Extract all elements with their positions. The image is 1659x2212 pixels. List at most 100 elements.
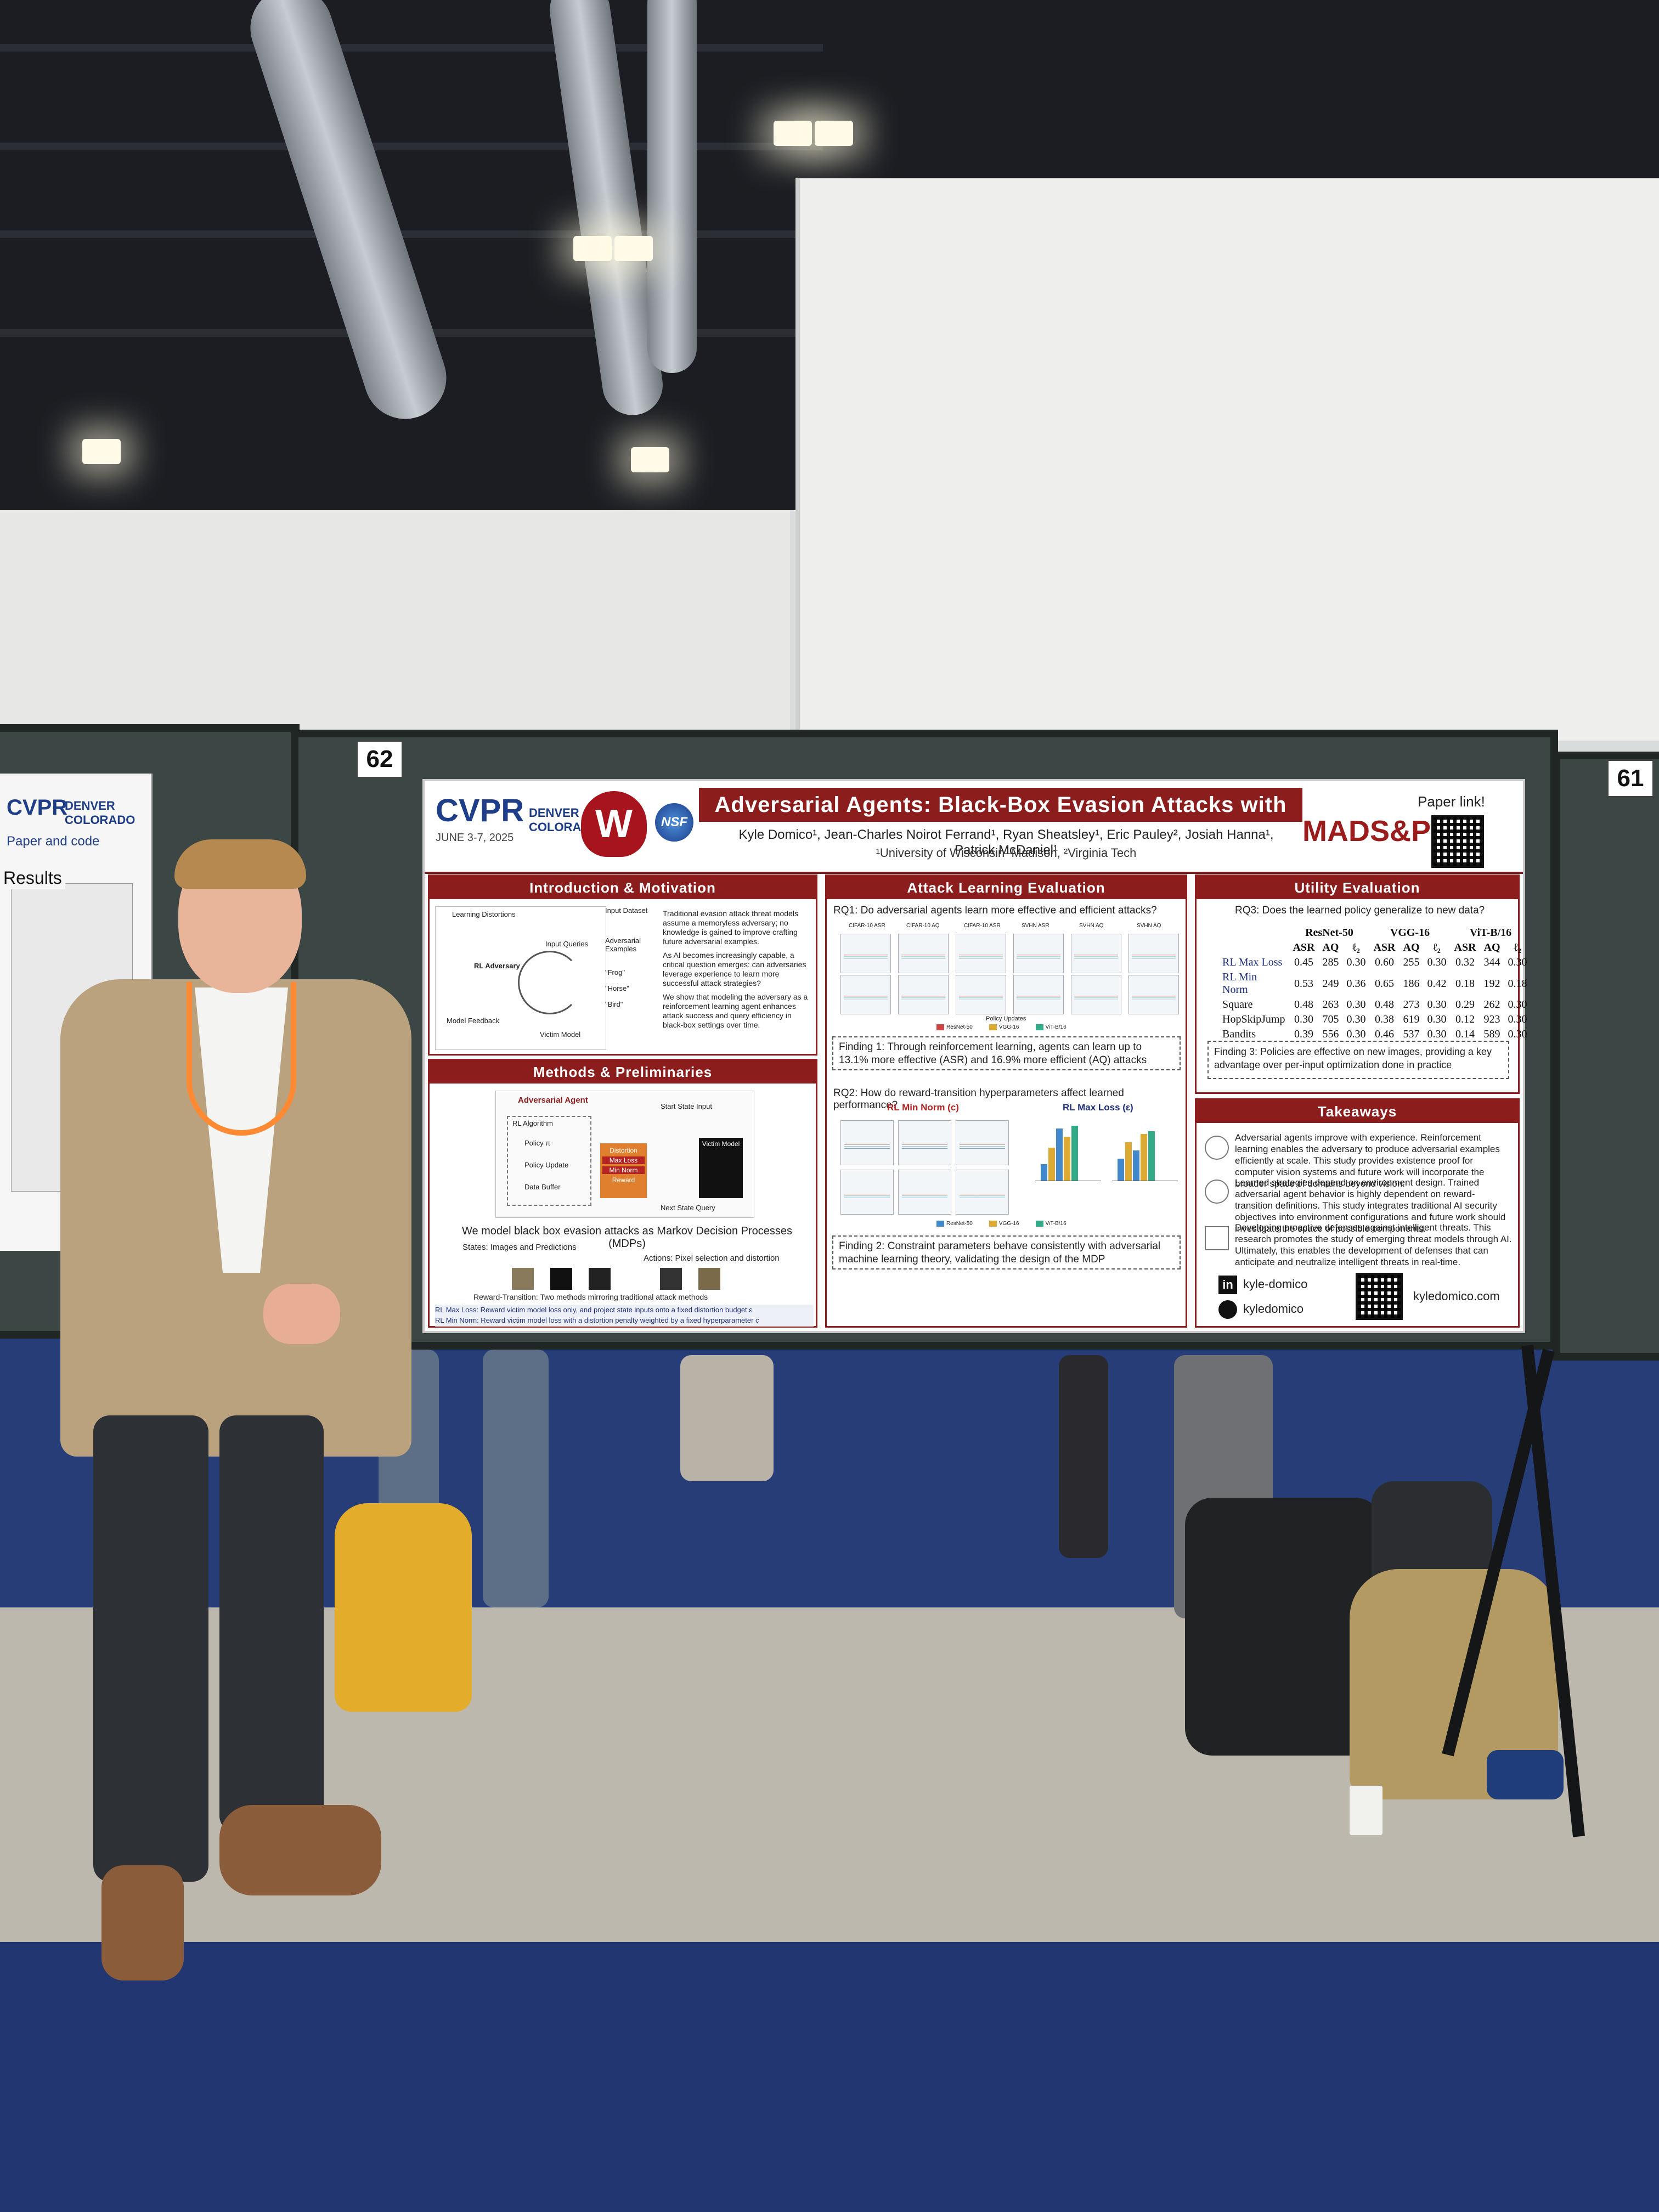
linkedin-icon: in — [1218, 1276, 1237, 1294]
ceiling-light — [82, 439, 121, 464]
table-metric-row: ASR AQ ℓ₂ ASR AQ ℓ₂ ASR AQ ℓ₂ — [1218, 940, 1531, 955]
rq2-line-chart — [840, 1120, 894, 1165]
rq2-legend: ResNet-50 VGG-16 ViT-B/16 — [936, 1221, 1101, 1227]
table-cell: 589 — [1483, 1028, 1500, 1040]
rq2-line-chart — [956, 1170, 1009, 1215]
table-cell: 0.30 — [1508, 998, 1527, 1011]
rq2-line-chart — [956, 1120, 1009, 1165]
rq2-line-chart — [898, 1170, 951, 1215]
ceiling-light — [573, 236, 612, 261]
air-duct — [647, 0, 697, 373]
diagram-label: Victim Model — [702, 1140, 740, 1148]
presenter-leg — [219, 1415, 324, 1832]
table-cell: 0.42 — [1427, 977, 1447, 990]
table-cell: 537 — [1403, 1028, 1420, 1040]
diagram-label: "Frog" — [605, 968, 625, 977]
table-row-label: RL Min Norm — [1222, 971, 1257, 996]
table-model-header: VGG-16 — [1390, 927, 1430, 939]
chart-title: SVHN AQ — [1079, 923, 1104, 929]
bar — [1125, 1142, 1132, 1181]
website-url: kyledomico.com — [1413, 1289, 1500, 1303]
ceiling-beam — [0, 230, 823, 238]
rq1-line-chart — [1013, 934, 1064, 973]
ceiling-light — [614, 236, 653, 261]
table-cell: 0.53 — [1294, 977, 1313, 990]
chart-title: CIFAR-10 ASR — [964, 923, 1001, 929]
reward-transition-box: Distortion Max Loss Min Norm Reward — [600, 1143, 647, 1198]
table-metric-header: AQ — [1322, 941, 1339, 953]
mdp-statement: We model black box evasion attacks as Ma… — [461, 1225, 793, 1250]
presenter-hair — [174, 839, 306, 889]
brain-icon — [1205, 1136, 1229, 1160]
attendee-leg — [719, 1355, 774, 1481]
table-cell: 263 — [1322, 998, 1339, 1011]
diagram-label: Min Norm — [602, 1166, 645, 1174]
presenter-shoe — [219, 1805, 381, 1895]
cvpr-dates: JUNE 3-7, 2025 — [436, 832, 514, 844]
presenter-hands — [263, 1284, 340, 1344]
attendee-leg — [483, 1350, 549, 1607]
carpet-foreground — [0, 1942, 1659, 2212]
left-poster-location: DENVER COLORADO — [65, 799, 136, 827]
ceiling-light — [631, 447, 669, 472]
table-cell: 705 — [1322, 1013, 1339, 1025]
reward-transition-note: Reward-Transition: Two methods mirroring… — [473, 1293, 708, 1301]
poster-authors: Kyle Domico¹, Jean-Charles Noirot Ferran… — [738, 827, 1274, 857]
methods-diagram: Adversarial Agent RL Algorithm Policy π … — [495, 1091, 754, 1218]
table-cell: 0.30 — [1427, 1028, 1447, 1040]
rq1-line-chart — [840, 934, 891, 973]
table-metric-header: ASR — [1454, 941, 1476, 953]
diagram-label: Input Queries — [545, 940, 589, 948]
rq2-min-norm-label: RL Min Norm (c) — [887, 1102, 959, 1113]
chart-title: SVHN AQ — [1137, 923, 1161, 929]
example-image — [512, 1268, 534, 1290]
intro-bullet: As AI becomes increasingly capable, a cr… — [663, 951, 806, 988]
table-cell: 0.30 — [1427, 956, 1447, 968]
side-wall — [795, 178, 1659, 741]
yellow-backpack — [335, 1503, 472, 1712]
rl-algorithm-box: RL Algorithm Policy π Policy Update Data… — [507, 1116, 591, 1206]
back-wall — [0, 510, 790, 741]
air-duct — [239, 0, 458, 430]
table-cell: 0.39 — [1294, 1028, 1313, 1040]
table-metric-header: AQ — [1403, 941, 1420, 953]
table-metric-header: ASR — [1293, 941, 1315, 953]
board-number: 62 — [357, 741, 403, 778]
rq1-line-chart — [956, 975, 1006, 1014]
ceiling-light — [774, 121, 812, 146]
ceiling-beam — [0, 143, 823, 150]
table-cell: 0.30 — [1346, 998, 1366, 1011]
table-corner — [1218, 940, 1289, 955]
diagram-label: RL Adversary — [474, 962, 520, 970]
example-image-strip — [512, 1268, 731, 1290]
ceiling-light — [815, 121, 853, 146]
table-model-header: ViT-B/16 — [1469, 927, 1512, 939]
table-cell: 0.29 — [1455, 998, 1475, 1011]
mdp-actions: Actions: Pixel selection and distortion — [644, 1254, 780, 1263]
rq1-line-chart — [1013, 975, 1064, 1014]
bar — [1056, 1128, 1063, 1181]
table-cell: 0.36 — [1346, 977, 1366, 990]
table-cell: 556 — [1322, 1028, 1339, 1040]
paper-link-label: Paper link! — [1418, 793, 1485, 810]
paper-qr-code — [1431, 815, 1484, 868]
finding-3: Finding 3: Policies are effective on new… — [1207, 1041, 1509, 1079]
table-cell: 0.14 — [1455, 1028, 1475, 1040]
left-poster-heading: Paper and code — [7, 834, 100, 849]
github-icon — [1218, 1300, 1237, 1319]
takeaway-item: Developing proactive defenses against in… — [1235, 1222, 1512, 1267]
rq1-line-chart — [1128, 975, 1179, 1014]
table-cell: 0.30 — [1427, 1013, 1447, 1025]
table-metric-header: ℓ₂ — [1352, 941, 1360, 953]
ceiling-beam — [0, 44, 823, 52]
diagram-label: Data Buffer — [524, 1183, 561, 1191]
table-model-header: ResNet-50 — [1305, 927, 1353, 939]
intro-bullet: Traditional evasion attack threat models… — [663, 909, 798, 946]
bar — [1141, 1134, 1147, 1181]
takeaway-item: Learned strategies depend on environment… — [1235, 1177, 1506, 1234]
example-image — [589, 1268, 611, 1290]
table-row: RL Max Loss 0.45 285 0.30 0.60 255 0.30 0.32 344… — [1218, 955, 1531, 970]
table-cell: 0.30 — [1508, 956, 1527, 968]
research-poster: CVPR JUNE 3-7, 2025 DENVER COLORADO W NS… — [422, 779, 1527, 1333]
victim-model-box: Victim Model — [699, 1138, 743, 1198]
